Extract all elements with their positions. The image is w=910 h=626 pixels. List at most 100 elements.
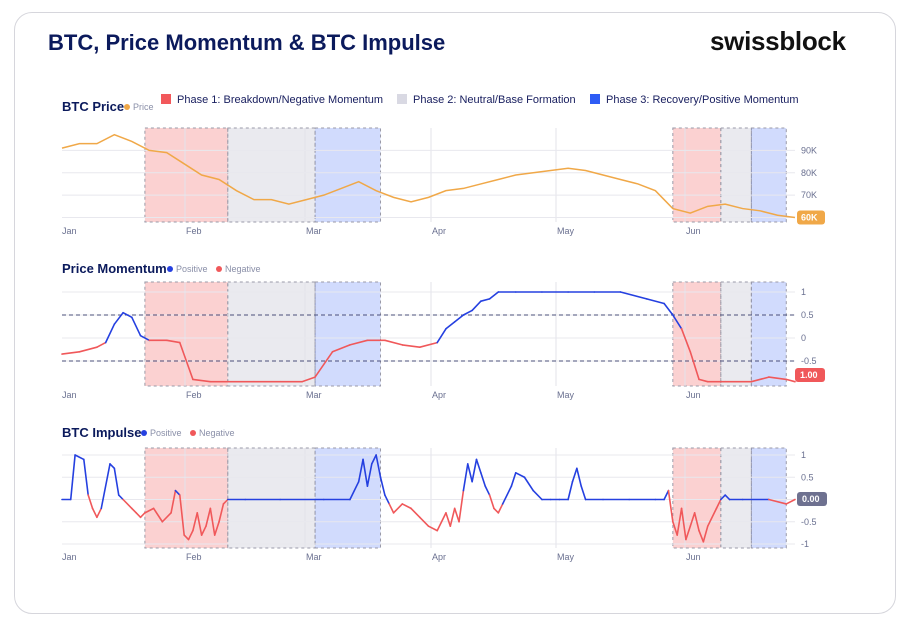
x-tick-label-jun: Jun [686,390,701,400]
momentum-line-segment [331,344,351,353]
momentum-line-segment [301,376,316,383]
impulse-line-segment [680,507,687,541]
impulse-line-segment [501,485,513,505]
impulse-line-segment [427,525,439,532]
impulse-line-segment [453,507,460,523]
impulse-line-segment [523,476,535,492]
page-title: BTC, Price Momentum & BTC Impulse [48,30,446,55]
momentum-line-segment [619,291,648,300]
momentum-line-segment [314,350,334,378]
x-tick-label-mar: Mar [306,552,322,562]
impulse-line-segment [418,516,430,528]
x-tick-label-jun: Jun [686,226,701,236]
impulse-line-segment [497,503,504,514]
x-tick-label-apr: Apr [432,552,446,562]
impulse-line-segment [693,512,700,532]
phase-band-5-impulse [720,447,752,549]
impulse-line-segment [484,485,491,496]
impulse-line-segment [196,512,203,536]
impulse-line-segment [785,498,796,505]
phase-band-2-price [227,127,316,223]
impulse-line-segment [183,534,190,541]
legend-label-negative: Negative [199,428,235,438]
impulse-line-segment [379,476,386,496]
impulse-line-segment [466,463,473,483]
momentum-line-segment [663,302,674,316]
impulse-line-segment [392,503,404,514]
impulse-line-segment [493,507,500,514]
chart-card [14,12,896,614]
impulse-line-segment [724,494,731,501]
phase-band-3-impulse [314,447,382,549]
momentum-line-segment [445,321,456,330]
phase-band-1-momentum [144,281,229,387]
impulse-line-segment [663,489,670,501]
y-tick-label: -0.5 [801,356,817,366]
impulse-line-segment [96,507,103,519]
impulse-line-segment [449,507,456,528]
x-tick-label-mar: Mar [306,226,322,236]
last-value-label-impulse: 0.00 [802,494,820,504]
impulse-line-segment [672,520,678,536]
impulse-line-segment [567,480,574,501]
impulse-line-segment [87,494,94,510]
phase-band-4-momentum [672,281,722,387]
momentum-line-segment [131,316,142,337]
x-tick-label-apr: Apr [432,390,446,400]
legend-label-price: Price [133,102,154,112]
impulse-line-segment [580,485,587,501]
momentum-line-segment [785,378,796,383]
legend-label-positive: Positive [176,264,208,274]
momentum-line-segment [418,341,439,349]
momentum-line-segment [61,350,81,355]
impulse-line-segment [170,489,177,514]
impulse-line-segment [349,480,360,501]
impulse-line-segment [200,525,207,536]
impulse-line-segment [370,454,377,465]
momentum-line-segment [139,334,151,342]
impulse-line-segment [667,489,674,523]
impulse-line-segment [576,467,583,487]
impulse-line-segment [135,512,142,519]
legend-dot-price [124,104,130,110]
impulse-line-segment [462,463,469,492]
panel-title-price: BTC Price [62,99,124,114]
impulse-line-segment [715,498,722,510]
impulse-line-segment [706,507,718,528]
impulse-line-segment [676,507,683,536]
legend-dot-negative [216,266,222,272]
y-tick-label: -0.5 [801,517,817,527]
impulse-line-segment [375,454,382,479]
legend-label-phase-1: Phase 1: Breakdown/Negative Momentum [177,94,383,106]
y-tick-label: 70K [801,190,817,200]
impulse-line-segment [357,458,364,483]
phase-band-5-momentum [720,281,752,387]
x-tick-label-jan: Jan [62,226,77,236]
impulse-line-segment [475,458,482,474]
impulse-line-segment [768,498,788,505]
momentum-line-segment [750,376,770,383]
y-tick-label: -1 [801,539,809,549]
legend-swatch-phase-1 [161,94,171,104]
impulse-line-segment [532,489,543,501]
phase-band-2-momentum [227,281,316,387]
momentum-line-segment [165,339,181,344]
momentum-line-segment [480,298,491,303]
x-tick-label-jan: Jan [62,552,77,562]
impulse-line-segment [74,454,85,461]
impulse-line-segment [222,498,229,505]
momentum-line-segment [113,311,124,326]
x-tick-label-jan: Jan [62,390,77,400]
momentum-line-segment [349,339,369,346]
impulse-line-segment [161,512,172,523]
impulse-line-segment [488,494,495,510]
y-tick-label: 0 [801,333,806,343]
last-value-label-price: 60K [801,213,818,223]
impulse-line-segment [144,507,155,514]
phase-band-4-impulse [672,447,722,549]
impulse-line-segment [218,503,225,523]
impulse-line-segment [83,458,89,496]
phase-band-2-impulse [227,447,316,549]
impulse-line-segment [471,458,478,483]
momentum-line-segment [78,346,98,353]
